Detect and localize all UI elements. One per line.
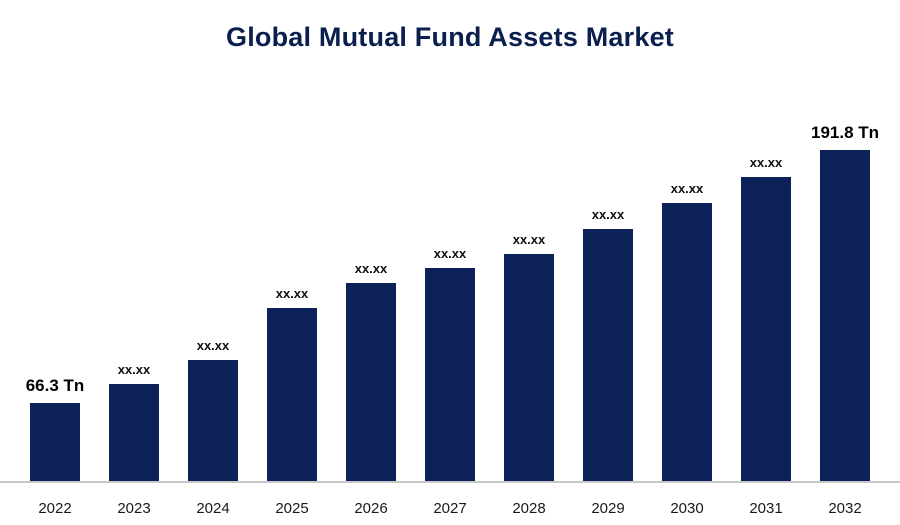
bar-column: xx.xx <box>737 155 795 483</box>
bar-value-label: xx.xx <box>670 181 704 196</box>
bar-value-label: 191.8 Tn <box>810 123 880 142</box>
bar-column: xx.xx <box>184 338 242 483</box>
plot-area: 66.3 Tn xx.xx xx.xx xx.xx xx.xx xx.xx xx.xx xx.… <box>0 80 900 525</box>
bar-column: xx.xx <box>342 261 400 483</box>
bar <box>267 308 317 483</box>
bar-column: xx.xx <box>500 232 558 483</box>
x-axis-label: 2022 <box>38 500 72 517</box>
bar <box>346 283 396 483</box>
bar-column: xx.xx <box>263 286 321 483</box>
bar-value-label: xx.xx <box>512 232 546 247</box>
x-axis-label: 2031 <box>749 500 783 517</box>
x-axis-label: 2023 <box>117 500 151 517</box>
bar-value-label: xx.xx <box>275 286 309 301</box>
x-axis-label: 2028 <box>512 500 546 517</box>
bar <box>741 177 791 483</box>
bar <box>820 150 870 483</box>
bar-value-label: xx.xx <box>433 246 467 261</box>
bars-row: 66.3 Tn xx.xx xx.xx xx.xx xx.xx xx.xx xx.xx xx.… <box>26 83 879 483</box>
bar-column: xx.xx <box>579 207 637 483</box>
x-axis-labels: 2022 2023 2024 2025 2026 2027 2028 2029 2030 2031… <box>26 500 874 517</box>
x-axis-label: 2029 <box>591 500 625 517</box>
bar-value-label: xx.xx <box>196 338 230 353</box>
bar-column: xx.xx <box>105 362 163 483</box>
bar <box>662 203 712 483</box>
chart-title: Global Mutual Fund Assets Market <box>226 22 674 52</box>
bar <box>425 268 475 483</box>
bar-column: xx.xx <box>658 181 716 483</box>
x-axis-label: 2030 <box>670 500 704 517</box>
x-axis-label: 2027 <box>433 500 467 517</box>
bar <box>109 384 159 483</box>
bar-column: 66.3 Tn <box>26 376 84 483</box>
bar-value-label: xx.xx <box>591 207 625 222</box>
bar-value-label: xx.xx <box>354 261 388 276</box>
bar-column: 191.8 Tn <box>811 123 879 483</box>
bar-value-label: xx.xx <box>749 155 783 170</box>
x-axis-label: 2032 <box>828 500 862 517</box>
bar-column: xx.xx <box>421 246 479 483</box>
x-axis-label: 2024 <box>196 500 230 517</box>
bar-value-label: xx.xx <box>117 362 151 377</box>
x-axis-line <box>0 481 900 483</box>
x-axis-label: 2025 <box>275 500 309 517</box>
bar <box>583 229 633 483</box>
bar <box>30 403 80 483</box>
bar <box>504 254 554 483</box>
x-axis-label: 2026 <box>354 500 388 517</box>
bar <box>188 360 238 483</box>
bar-value-label: 66.3 Tn <box>25 376 85 395</box>
